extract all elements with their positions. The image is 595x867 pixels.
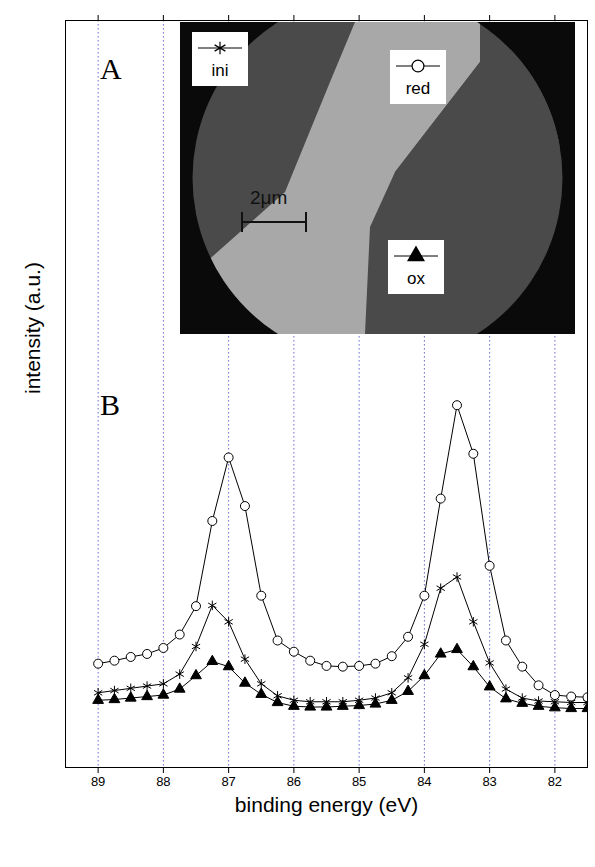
html-text:A: A	[100, 52, 122, 85]
svg-text:ox: ox	[407, 269, 425, 288]
svg-text:82: 82	[548, 774, 562, 789]
svg-text:red: red	[406, 79, 431, 98]
svg-text:ini: ini	[211, 61, 228, 80]
html-text:B: B	[100, 388, 120, 421]
svg-text:2μm: 2μm	[250, 187, 287, 208]
svg-text:binding energy (eV): binding energy (eV)	[235, 793, 418, 816]
svg-text:86: 86	[287, 774, 301, 789]
svg-text:83: 83	[482, 774, 496, 789]
svg-text:intensity (a.u.): intensity (a.u.)	[21, 262, 44, 394]
svg-text:84: 84	[417, 774, 431, 789]
svg-text:88: 88	[156, 774, 170, 789]
svg-text:85: 85	[352, 774, 366, 789]
svg-text:87: 87	[221, 774, 235, 789]
svg-text:89: 89	[91, 774, 105, 789]
